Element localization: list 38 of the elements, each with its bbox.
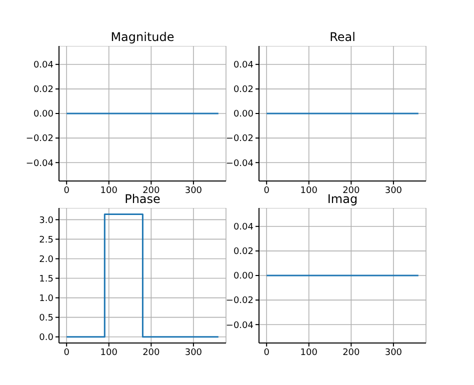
y-tick-label: 0.02 [233,247,254,258]
x-tick-label: 100 [300,348,318,358]
x-tick-label: 0 [64,186,70,196]
y-tick-label: −0.04 [26,158,54,169]
x-tick-label: 300 [384,348,402,358]
x-tick-label: 300 [184,348,202,358]
y-tick-label: 0.5 [39,314,54,324]
y-tick-label: −0.02 [226,296,254,306]
y-tick-label: 0.0 [39,333,54,344]
x-tick-label: 0 [264,348,270,358]
y-tick-label: 0.00 [33,110,54,120]
y-tick-label: 0.02 [233,85,254,96]
x-tick-label: 300 [184,186,202,196]
x-tick-label: 200 [342,348,360,358]
x-tick-label: 100 [100,186,118,196]
y-tick-label: 0.04 [233,60,254,71]
y-tick-label: 0.00 [233,272,254,282]
y-tick-label: 1.0 [39,294,54,304]
y-tick-label: 0.04 [33,60,54,71]
y-tick-label: −0.04 [226,158,254,169]
y-tick-label: 2.5 [39,235,54,246]
x-tick-label: 300 [384,186,402,196]
y-tick-label: 1.5 [39,274,54,284]
y-tick-label: 2.0 [39,254,54,265]
x-tick-label: 100 [100,348,118,358]
y-tick-label: 0.04 [233,222,254,233]
y-tick-label: −0.02 [26,134,54,144]
y-tick-label: 3.0 [39,216,54,226]
x-tick-label: 100 [300,186,318,196]
y-tick-label: 0.02 [33,85,54,96]
y-tick-label: 0.00 [233,110,254,120]
y-tick-label: −0.02 [226,134,254,144]
x-tick-label: 0 [264,186,270,196]
x-tick-label: 0 [64,348,70,358]
chart-title: Magnitude [110,29,176,46]
y-tick-label: −0.04 [226,320,254,331]
x-tick-label: 200 [142,348,160,358]
chart-title: Real [328,29,356,46]
